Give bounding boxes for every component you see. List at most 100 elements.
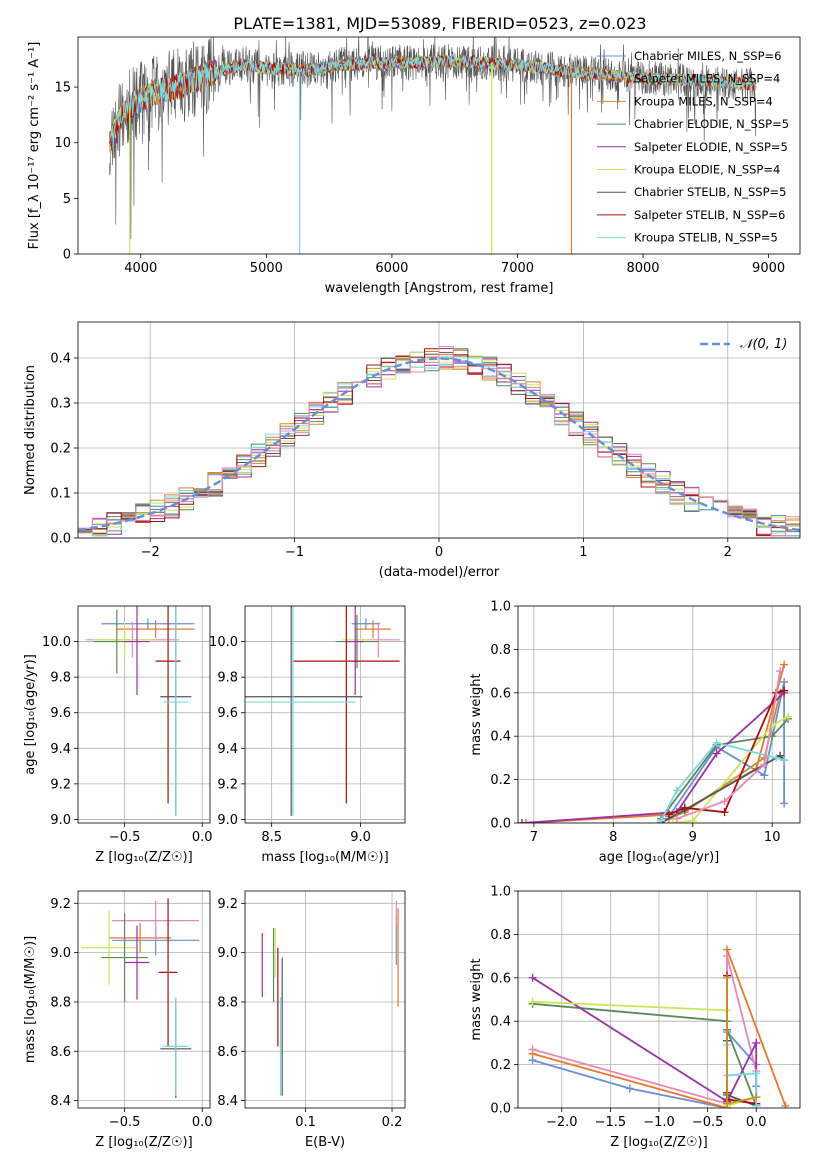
x-tick-label: 7	[530, 830, 538, 845]
y-tick-label: 8.8	[217, 995, 238, 1010]
weight-marker	[780, 660, 789, 669]
x-axis-label: Z [log₁₀(Z/Z☉)]	[610, 1135, 707, 1150]
axes-frame	[77, 890, 211, 1109]
plot-area	[78, 322, 800, 538]
panel-age-vs-Z: −0.5 0.0 9.0 9.2 9.4 9.6 9.8 10.0 Z [log₁₀(Z/Z☉)…	[23, 605, 213, 865]
weight-marker	[780, 799, 789, 808]
weight-marker	[723, 952, 732, 961]
axes-frame	[517, 890, 801, 1109]
y-tick-label: 8.6	[50, 1045, 71, 1060]
x-tick-label: 0.2	[382, 1115, 403, 1130]
figure-title: PLATE=1381, MJD=53089, FIBERID=0523, z=0…	[233, 14, 646, 33]
weight-marker	[720, 797, 729, 806]
axes-frame	[244, 605, 406, 824]
weight-marker	[752, 1069, 761, 1078]
weight-series-blue	[532, 1029, 758, 1108]
y-tick-label: 0.2	[50, 442, 71, 457]
x-tick-label: 8.5	[261, 830, 282, 845]
y-tick-label: 9.0	[217, 813, 238, 828]
x-tick-label: −1	[285, 545, 304, 560]
x-tick-label: 6000	[375, 261, 408, 276]
panel-mass-vs-ebv: 0.1 0.2 8.4 8.6 8.8 9.0 9.2 E(B-V)	[217, 890, 406, 1150]
weight-series-green	[532, 1002, 758, 1107]
y-tick-label: 0.3	[50, 397, 71, 412]
weight-marker	[518, 819, 526, 823]
y-tick-label: 8.8	[50, 995, 71, 1010]
x-tick-label: 8	[609, 830, 617, 845]
weight-marker	[680, 803, 689, 812]
weight-series-green	[660, 718, 789, 820]
y-tick-label: 0.4	[490, 730, 511, 745]
panel-weight-vs-Z: −2.0 −1.5 −1.0 −0.5 0.0 0.0 0.2 0.4 0.6 0.8 1.0 Z […	[469, 885, 801, 1150]
weight-marker	[528, 1045, 537, 1054]
panel-spectrum: 4000 5000 6000 7000 8000 9000 0 5 10 15 wavelength…	[27, 36, 801, 296]
y-axis-label: mass weight	[469, 958, 484, 1040]
weight-marker	[760, 760, 769, 769]
legend-label: Kroupa MILES, N_SSP=4	[634, 94, 773, 108]
spectrum-series-cyan	[108, 54, 757, 146]
panel-mass-vs-Z: −0.5 0.0 8.4 8.6 8.8 9.0 9.2 Z [log₁₀(Z/Z☉)] mas…	[23, 890, 213, 1150]
x-tick-label: 0.0	[192, 830, 213, 845]
y-tick-label: 9.0	[50, 813, 71, 828]
plot-area	[78, 891, 210, 1108]
x-axis-label: Z [log₁₀(Z/Z☉)]	[95, 1135, 192, 1150]
x-tick-label: −0.5	[109, 830, 141, 845]
legend-label: 𝒩(0, 1)	[740, 337, 787, 352]
y-tick-label: 0.4	[50, 352, 71, 367]
y-tick-label: 9.6	[217, 706, 238, 721]
weight-marker	[672, 786, 681, 795]
panel-weight-vs-age: 7 8 9 10 0.0 0.2 0.4 0.6 0.8 1.0 age [log₁₀(age/yr…	[469, 600, 801, 865]
weight-series-pink	[676, 670, 781, 820]
x-axis-label: mass [log₁₀(M/M☉)]	[261, 850, 388, 865]
y-tick-label: 9.2	[217, 897, 238, 912]
y-tick-label: 0.2	[490, 773, 511, 788]
y-tick-label: 9.0	[50, 946, 71, 961]
axes-frame	[77, 605, 211, 824]
y-axis-label: mass weight	[469, 673, 484, 755]
x-axis-label: E(B-V)	[305, 1135, 345, 1150]
weight-series-grey	[660, 754, 785, 823]
weight-marker	[752, 1093, 761, 1102]
x-axis-label: (data-model)/error	[379, 565, 500, 580]
y-tick-label: 9.0	[217, 946, 238, 961]
spectrum-series-grey	[109, 37, 757, 240]
axes-frame	[77, 321, 801, 539]
axes-frame	[517, 605, 801, 824]
y-tick-label: 9.4	[217, 742, 238, 757]
x-tick-label: −1.5	[595, 1115, 627, 1130]
legend-label: Salpeter MILES, N_SSP=4	[634, 72, 780, 86]
weight-marker	[712, 749, 721, 758]
y-tick-label: 0.8	[490, 928, 511, 943]
y-tick-label: 9.2	[50, 897, 71, 912]
weight-marker	[723, 973, 732, 982]
y-tick-label: 9.2	[217, 777, 238, 792]
weight-marker	[776, 667, 785, 676]
y-tick-label: 9.8	[50, 671, 71, 686]
legend-label: Kroupa STELIB, N_SSP=5	[634, 231, 778, 245]
x-tick-label: −2	[141, 545, 160, 560]
legend-label: Chabrier MILES, N_SSP=6	[634, 49, 781, 63]
y-tick-label: 9.4	[50, 742, 71, 757]
weight-series-lime	[532, 1000, 757, 1108]
axes-frame	[77, 36, 801, 255]
x-tick-label: 0	[435, 545, 443, 560]
weight-marker	[720, 808, 729, 817]
y-tick-label: 10	[54, 136, 71, 151]
x-tick-label: 7000	[501, 261, 534, 276]
weight-marker	[780, 686, 789, 695]
weight-marker	[528, 997, 537, 1006]
x-axis-label: Z [log₁₀(Z/Z☉)]	[95, 850, 192, 865]
x-tick-label: −2.0	[546, 1115, 578, 1130]
y-axis-label: Flux [f_λ 10⁻¹⁷ erg cm⁻² s⁻¹ A⁻¹]	[27, 42, 42, 250]
plot-area	[245, 606, 405, 823]
x-tick-label: 0.0	[192, 1115, 213, 1130]
weight-marker	[752, 1101, 761, 1108]
y-tick-label: 10.0	[42, 635, 71, 650]
y-tick-label: 9.2	[50, 777, 71, 792]
y-axis-label: age [log₁₀(age/yr)]	[23, 654, 38, 775]
y-tick-label: 8.4	[217, 1094, 238, 1109]
y-tick-label: 0.4	[490, 1015, 511, 1030]
x-axis-label: wavelength [Angstrom, rest frame]	[325, 281, 554, 296]
y-tick-label: 0	[63, 248, 71, 263]
